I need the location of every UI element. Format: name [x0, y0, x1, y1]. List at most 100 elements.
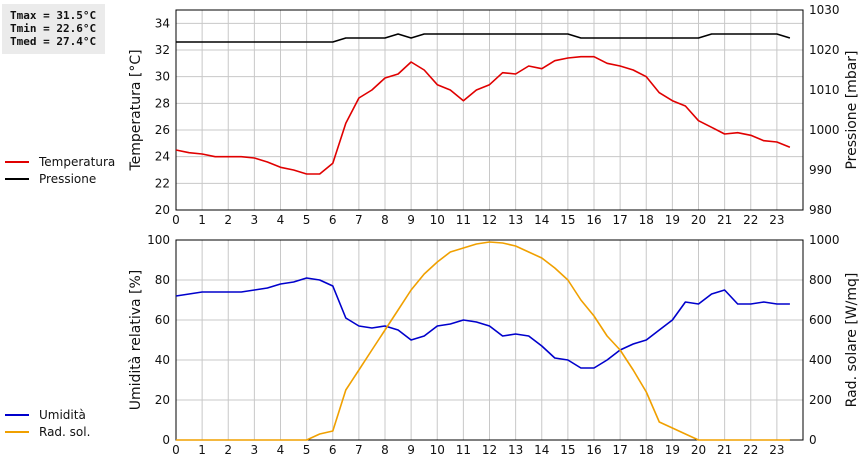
x-tick-label: 8 — [381, 213, 389, 227]
x-tick-label: 5 — [303, 213, 311, 227]
plot-frame — [175, 9, 804, 211]
x-tick-label: 13 — [508, 213, 523, 227]
y-tick-label: 20 — [155, 393, 170, 407]
x-tick-label: 4 — [277, 213, 285, 227]
series-line-umidit — [175, 277, 790, 369]
tmed-text: Tmed = 27.4°C — [10, 35, 97, 48]
y2-tick-label: 990 — [809, 163, 832, 177]
y-tick-label: 24 — [155, 150, 170, 164]
legend-swatch — [5, 177, 29, 180]
y-tick-label: 100 — [147, 233, 170, 247]
x-tick-label: 23 — [769, 443, 784, 457]
y2-axis-label: Rad. solare [W/mq] — [844, 273, 860, 408]
x-tick-label: 23 — [769, 213, 784, 227]
x-tick-label: 5 — [303, 443, 311, 457]
y-tick-label: 60 — [155, 313, 170, 327]
x-tick-label: 20 — [691, 443, 706, 457]
y-tick-label: 40 — [155, 353, 170, 367]
x-tick-label: 3 — [251, 213, 259, 227]
series-line-rad-sol — [176, 241, 790, 441]
x-tick-label: 20 — [691, 213, 706, 227]
x-tick-label: 13 — [508, 443, 523, 457]
y-tick-label: 0 — [162, 433, 170, 447]
legend-bottom: Umidità Rad. sol. — [5, 406, 90, 440]
legend-item: Rad. sol. — [5, 423, 90, 440]
x-tick-label: 14 — [534, 213, 549, 227]
x-tick-label: 22 — [743, 213, 758, 227]
x-tick-label: 19 — [665, 213, 680, 227]
legend-swatch — [5, 430, 29, 433]
x-tick-label: 14 — [534, 443, 549, 457]
x-tick-label: 12 — [482, 443, 497, 457]
x-tick-label: 17 — [612, 443, 627, 457]
legend-swatch — [5, 160, 29, 163]
x-tick-label: 1 — [198, 213, 206, 227]
x-tick-label: 8 — [381, 443, 389, 457]
y2-tick-label: 1010 — [809, 83, 840, 97]
legend-item: Umidità — [5, 406, 90, 423]
x-tick-label: 11 — [456, 443, 471, 457]
x-tick-label: 4 — [277, 443, 285, 457]
legend-swatch — [5, 413, 29, 416]
x-tick-label: 2 — [224, 213, 232, 227]
x-tick-label: 6 — [329, 213, 337, 227]
stats-box: Tmax = 31.5°C Tmin = 22.6°C Tmed = 27.4°… — [2, 4, 105, 54]
x-tick-label: 17 — [612, 213, 627, 227]
y2-tick-label: 800 — [809, 273, 832, 287]
y2-tick-label: 0 — [809, 433, 817, 447]
y-tick-label: 22 — [155, 176, 170, 190]
x-tick-label: 0 — [172, 443, 180, 457]
tmin-text: Tmin = 22.6°C — [10, 22, 97, 35]
x-tick-label: 15 — [560, 443, 575, 457]
y2-tick-label: 1000 — [809, 123, 840, 137]
x-tick-label: 11 — [456, 213, 471, 227]
x-tick-label: 9 — [407, 443, 415, 457]
x-tick-label: 18 — [639, 443, 654, 457]
x-tick-label: 10 — [430, 213, 445, 227]
y-tick-label: 30 — [155, 70, 170, 84]
y-axis-label: Temperatura [°C] — [128, 49, 144, 171]
legend-label: Temperatura — [39, 154, 116, 169]
x-tick-label: 12 — [482, 213, 497, 227]
y2-tick-label: 200 — [809, 393, 832, 407]
x-tick-label: 2 — [224, 443, 232, 457]
tmax-text: Tmax = 31.5°C — [10, 9, 97, 22]
x-tick-label: 18 — [639, 213, 654, 227]
y-tick-label: 26 — [155, 123, 170, 137]
y-tick-label: 20 — [155, 203, 170, 217]
y-tick-label: 28 — [155, 96, 170, 110]
legend-label: Umidità — [39, 407, 86, 422]
x-tick-label: 7 — [355, 443, 363, 457]
x-tick-label: 10 — [430, 443, 445, 457]
series-line-temperatura — [175, 55, 791, 175]
x-tick-label: 0 — [172, 213, 180, 227]
legend-top: Temperatura Pressione — [5, 153, 115, 187]
y-tick-label: 34 — [155, 16, 170, 30]
y2-tick-label: 400 — [809, 353, 832, 367]
legend-item: Pressione — [5, 170, 115, 187]
x-tick-label: 19 — [665, 443, 680, 457]
x-tick-label: 1 — [198, 443, 206, 457]
y-tick-label: 80 — [155, 273, 170, 287]
y2-tick-label: 1030 — [809, 3, 840, 17]
y2-tick-label: 600 — [809, 313, 832, 327]
x-tick-label: 3 — [251, 443, 259, 457]
x-tick-label: 7 — [355, 213, 363, 227]
y2-tick-label: 1020 — [809, 43, 840, 57]
legend-label: Rad. sol. — [39, 424, 91, 439]
x-tick-label: 16 — [586, 213, 601, 227]
x-tick-label: 9 — [407, 213, 415, 227]
series-line-pressione — [176, 33, 791, 43]
y-axis-label: Umidità relativa [%] — [128, 270, 144, 411]
legend-label: Pressione — [39, 171, 97, 186]
y2-axis-label: Pressione [mbar] — [844, 50, 860, 169]
x-tick-label: 6 — [329, 443, 337, 457]
x-tick-label: 21 — [717, 443, 732, 457]
y-tick-label: 32 — [155, 43, 170, 57]
legend-item: Temperatura — [5, 153, 115, 170]
y2-tick-label: 1000 — [809, 233, 840, 247]
x-tick-label: 15 — [560, 213, 575, 227]
plot-frame — [175, 239, 804, 441]
x-tick-label: 16 — [586, 443, 601, 457]
